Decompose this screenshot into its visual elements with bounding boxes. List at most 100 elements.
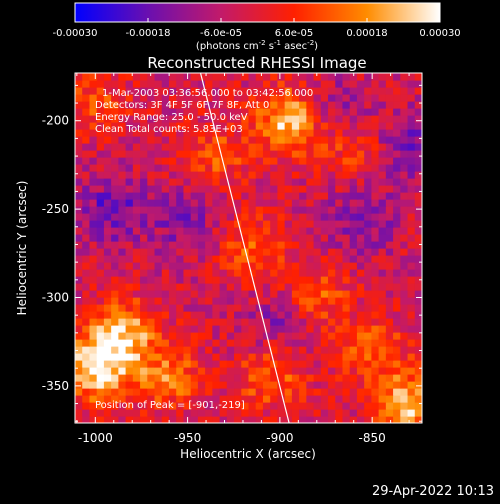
heatmap-cell [161,283,170,291]
heatmap-cell [111,311,119,319]
heatmap-cell [103,353,112,361]
heatmap-cell [270,199,279,207]
heatmap-cell [248,325,257,333]
heatmap-cell [414,304,422,312]
heatmap-cell [241,164,250,172]
heatmap-cell [234,388,242,396]
heatmap-cell [197,143,206,151]
heatmap-cell [328,136,336,144]
heatmap-cell [328,87,336,95]
heatmap-cell [262,185,271,193]
heatmap-cell [205,374,213,382]
heatmap-cell [407,416,416,423]
heatmap-cell [197,262,206,270]
heatmap-cell [190,388,199,396]
heatmap-cell [154,115,163,123]
heatmap-cell [356,108,365,116]
heatmap-cell [414,129,422,137]
heatmap-cell [328,178,336,186]
heatmap-cell [161,227,170,235]
heatmap-cell [364,269,372,277]
heatmap-cell [147,220,156,228]
heatmap-cell [349,185,358,193]
heatmap-cell [161,346,170,354]
heatmap-cell [89,220,98,228]
heatmap-cell [284,73,293,81]
heatmap-cell [132,318,141,326]
heatmap-cell [140,332,148,340]
heatmap-cell [154,346,163,354]
heatmap-cell [407,283,416,291]
heatmap-cell [219,297,228,305]
heatmap-cell [371,297,380,305]
heatmap-cell [176,325,185,333]
heatmap-cell [147,325,156,333]
heatmap-cell [140,241,148,249]
heatmap-cell [241,381,250,389]
heatmap-cell [89,290,98,298]
heatmap-cell [320,402,329,410]
heatmap-cell [356,171,365,179]
heatmap-cell [96,87,105,95]
heatmap-cell [190,381,199,389]
heatmap-cell [183,150,192,158]
heatmap-cell [154,297,163,305]
heatmap-cell [103,220,112,228]
heatmap-cell [378,332,387,340]
heatmap-cell [378,73,387,81]
heatmap-cell [82,108,91,116]
heatmap-cell [248,129,257,137]
heatmap-cell [168,346,177,354]
heatmap-cell [140,122,148,130]
heatmap-cell [125,353,134,361]
heatmap-cell [241,87,250,95]
heatmap-cell [414,87,422,95]
heatmap-cell [183,206,192,214]
heatmap-cell [306,276,315,284]
heatmap-cell [219,192,228,200]
heatmap-cell [219,227,228,235]
heatmap-cell [407,374,416,382]
heatmap-cell [291,395,300,403]
heatmap-cell [407,206,416,214]
heatmap-cell [75,94,83,102]
heatmap-cell [393,402,401,410]
heatmap-cell [103,157,112,165]
heatmap-cell [118,241,127,249]
heatmap-cell [414,115,422,123]
heatmap-cell [197,94,206,102]
heatmap-cell [234,220,242,228]
heatmap-cell [241,304,250,312]
heatmap-cell [356,234,365,242]
heatmap-cell [407,332,416,340]
heatmap-cell [147,297,156,305]
heatmap-cell [75,199,83,207]
heatmap-cell [306,332,315,340]
heatmap-cell [96,185,105,193]
heatmap-cell [320,94,329,102]
heatmap-cell [385,262,394,270]
heatmap-cell [328,255,336,263]
heatmap-cell [89,192,98,200]
heatmap-cell [75,178,83,186]
heatmap-cell [161,367,170,375]
heatmap-cell [241,290,250,298]
heatmap-cell [284,374,293,382]
heatmap-cell [219,283,228,291]
heatmap-cell [219,367,228,375]
heatmap-cell [176,80,185,88]
heatmap-cell [356,73,365,81]
heatmap-cell [190,283,199,291]
heatmap-cell [205,339,213,347]
heatmap-cell [313,129,322,137]
heatmap-cell [226,409,235,417]
heatmap-cell [335,115,344,123]
heatmap-cell [364,360,372,368]
heatmap-cell [356,213,365,221]
heatmap-cell [328,157,336,165]
heatmap-cell [89,269,98,277]
heatmap-cell [103,318,112,326]
heatmap-cell [277,192,286,200]
heatmap-cell [320,192,329,200]
heatmap-cell [400,269,409,277]
